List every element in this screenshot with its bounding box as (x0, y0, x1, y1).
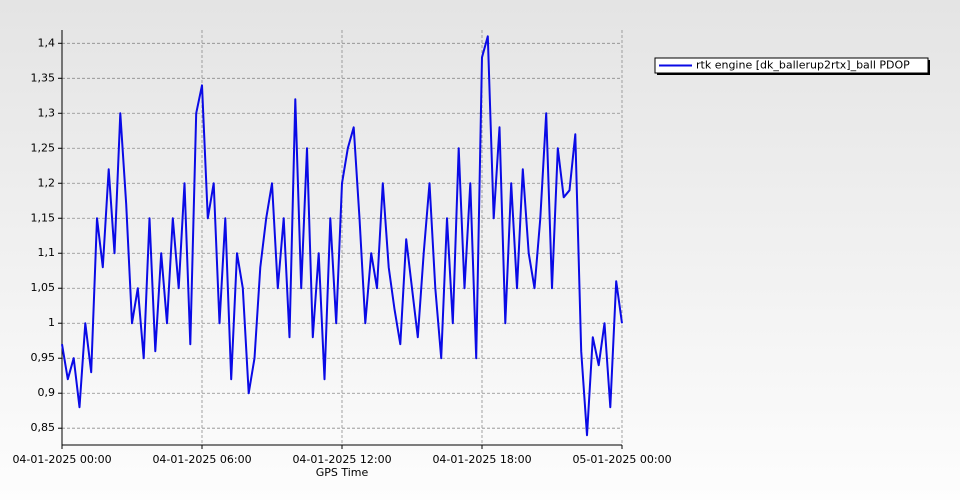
x-tick-label: 05-01-2025 00:00 (572, 453, 671, 466)
x-tick-label: 04-01-2025 00:00 (12, 453, 111, 466)
y-tick-label: 1,05 (31, 281, 56, 294)
x-tick-label: 04-01-2025 12:00 (292, 453, 391, 466)
legend-box (654, 57, 929, 74)
y-tick-label: 0,9 (38, 386, 56, 399)
x-tick-label: 04-01-2025 18:00 (432, 453, 531, 466)
y-tick-label: 1 (48, 316, 55, 329)
y-tick-label: 1,1 (38, 246, 56, 259)
y-tick-label: 1,25 (31, 141, 56, 154)
y-tick-label: 0,85 (31, 421, 56, 434)
legend-label: rtk engine [dk_ballerup2rtx]_ball PDOP (696, 59, 910, 72)
y-tick-label: 0,95 (31, 351, 56, 364)
y-tick-label: 1,4 (38, 36, 56, 49)
y-tick-label: 1,3 (38, 106, 56, 119)
x-tick-label: 04-01-2025 06:00 (152, 453, 251, 466)
y-tick-label: 1,15 (31, 211, 56, 224)
x-axis-label: GPS Time (316, 466, 369, 479)
data-line (61, 35, 623, 437)
y-tick-label: 1,35 (31, 71, 56, 84)
y-tick-label: 1,2 (38, 176, 56, 189)
